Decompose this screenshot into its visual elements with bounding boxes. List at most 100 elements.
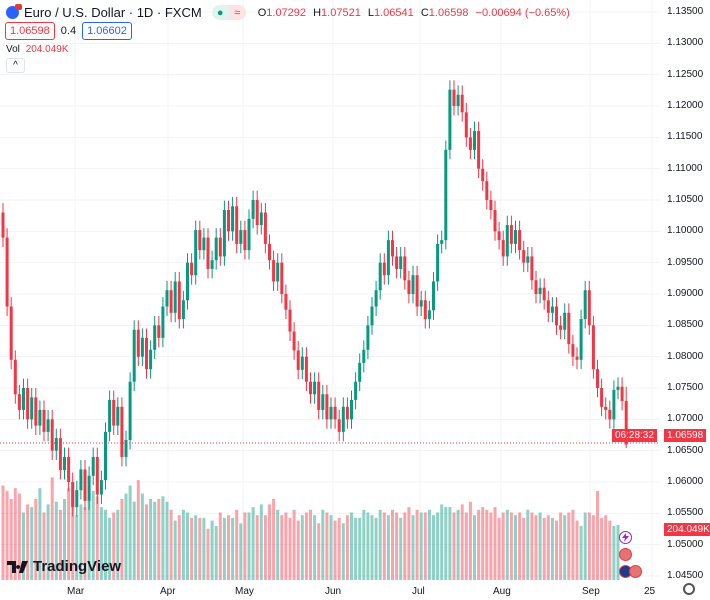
volume-bar	[194, 515, 198, 580]
volume-bar	[67, 488, 71, 580]
volume-bar	[354, 517, 358, 580]
time-tick-label: Sep	[582, 586, 600, 597]
volume-bar	[341, 523, 345, 580]
candle-body	[268, 243, 271, 261]
volume-bar	[522, 517, 526, 580]
volume-bar	[75, 515, 79, 580]
market-status[interactable]: ● ≈	[211, 5, 246, 20]
volume-bar	[173, 520, 177, 580]
candle-body	[620, 386, 624, 402]
chart-header: Euro / U.S. Dollar · 1D · FXCM ● ≈ O1.07…	[6, 4, 574, 20]
volume-bar	[136, 480, 140, 580]
volume-bar	[153, 501, 157, 580]
candle-body	[227, 210, 230, 232]
candle-body	[452, 89, 456, 106]
volume-bar	[329, 515, 333, 580]
volume-bar	[432, 515, 435, 580]
dividend-event-icon[interactable]	[619, 531, 632, 544]
candle-body	[272, 260, 276, 282]
volume-bar	[395, 512, 399, 580]
candle-body	[173, 281, 177, 313]
collapse-legend-button[interactable]: ^	[6, 58, 25, 73]
volume-bar	[497, 517, 501, 580]
volume-bar	[259, 504, 263, 580]
candle-body	[169, 290, 173, 313]
candle-body	[530, 256, 534, 281]
candle-body	[116, 406, 120, 426]
candle-body	[485, 181, 489, 200]
volume-bar	[17, 493, 21, 580]
volume-bar	[530, 512, 534, 580]
candle-body	[501, 240, 505, 257]
candle-body	[382, 262, 386, 276]
tradingview-logo[interactable]: TradingView	[7, 558, 121, 575]
volume-bar	[181, 509, 185, 580]
candle-body	[497, 231, 501, 241]
volume-bar	[567, 512, 571, 580]
volume-bar	[583, 512, 587, 580]
candle-body	[284, 294, 288, 310]
candle-body	[366, 325, 370, 350]
candle-body	[161, 306, 165, 338]
candle-body	[91, 456, 95, 476]
volume-bar	[485, 509, 489, 580]
buy-button[interactable]: 1.06602	[82, 22, 132, 40]
volume-bar	[276, 509, 280, 580]
candle-body	[108, 399, 112, 432]
candle-body	[79, 469, 83, 491]
candle-body	[378, 262, 382, 291]
volume-bar	[473, 515, 476, 580]
sell-button[interactable]: 1.06598	[5, 22, 55, 40]
time-tick-label: Mar	[67, 586, 85, 597]
us-event-icon-2[interactable]	[629, 565, 642, 578]
candles	[1, 80, 628, 517]
candle-body	[280, 262, 284, 294]
candle-body	[489, 200, 493, 211]
candle-body	[5, 237, 9, 307]
candle-body	[362, 349, 366, 363]
candle-body	[473, 131, 476, 150]
candle-body	[26, 388, 30, 420]
volume-bar	[79, 504, 83, 580]
change-value: −0.00694 (−0.65%)	[475, 6, 570, 19]
volume-bar	[1, 485, 5, 580]
volume-bar	[386, 515, 390, 580]
volume-bar	[140, 493, 144, 580]
volume-bar	[448, 507, 452, 580]
volume-bar	[202, 517, 206, 580]
volume-bar	[538, 512, 542, 580]
volume-bar	[108, 517, 112, 580]
symbol-title[interactable]: Euro / U.S. Dollar · 1D · FXCM	[24, 5, 202, 20]
candle-body	[440, 240, 444, 244]
volume-bar	[534, 515, 538, 580]
volume-bar	[489, 512, 493, 580]
volume-bar	[600, 517, 604, 580]
volume-bar	[300, 515, 304, 580]
volume-bar	[514, 515, 517, 580]
time-tick-label: 25	[644, 586, 656, 597]
candle-body	[186, 262, 189, 301]
us-event-icon[interactable]	[619, 548, 632, 561]
candle-body	[329, 406, 333, 420]
volume-label: Vol	[6, 44, 20, 55]
time-tick-label: Aug	[493, 586, 511, 597]
settings-icon[interactable]	[683, 583, 695, 595]
candle-body	[153, 325, 157, 350]
candle-body	[337, 419, 341, 432]
candle-body	[345, 406, 349, 420]
volume-bar	[235, 509, 239, 580]
candle-body	[132, 329, 136, 382]
candle-body	[514, 230, 517, 244]
candle-body	[583, 290, 587, 320]
candle-body	[313, 381, 317, 395]
candle-body	[30, 397, 34, 420]
candle-body	[567, 312, 571, 345]
tradingview-icon	[7, 560, 28, 573]
candle-body	[481, 168, 485, 182]
volume-bar	[391, 509, 394, 580]
volume-bar	[325, 512, 329, 580]
candle-body	[9, 306, 13, 360]
volume-bar	[501, 512, 505, 580]
candle-body	[432, 281, 435, 311]
